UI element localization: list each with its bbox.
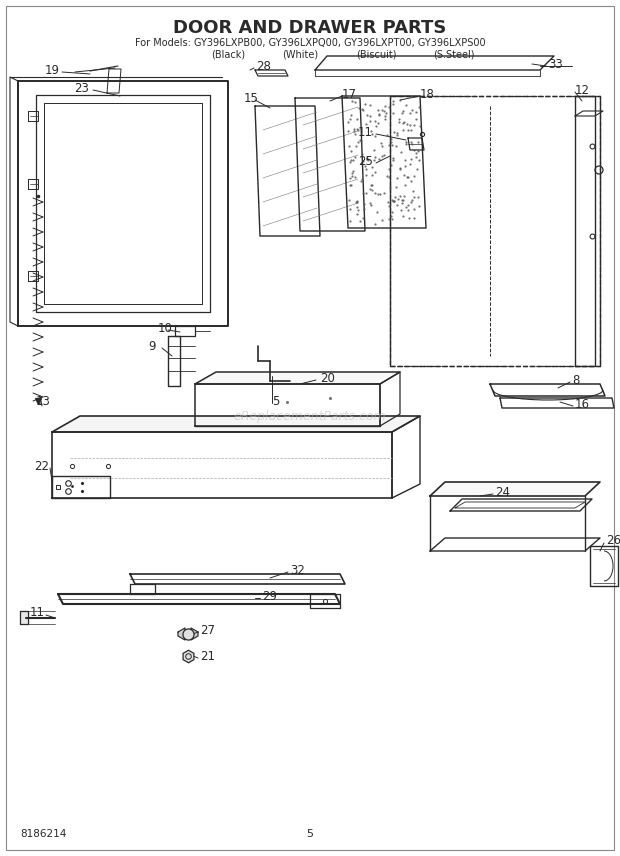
Text: 23: 23	[74, 81, 89, 94]
Text: 21: 21	[200, 650, 215, 663]
Text: 33: 33	[548, 57, 563, 70]
Text: (White): (White)	[282, 49, 318, 59]
Polygon shape	[20, 611, 28, 624]
Text: 10: 10	[158, 322, 173, 335]
Polygon shape	[52, 416, 420, 432]
Text: eReplacementParts.com: eReplacementParts.com	[234, 409, 386, 423]
Polygon shape	[191, 628, 198, 640]
Text: 5: 5	[272, 395, 280, 407]
Text: 24: 24	[495, 485, 510, 498]
Text: 13: 13	[36, 395, 51, 407]
Text: 20: 20	[320, 372, 335, 384]
Text: 25: 25	[358, 154, 373, 168]
Text: 18: 18	[420, 87, 435, 100]
Text: 5: 5	[306, 829, 314, 839]
Polygon shape	[430, 482, 600, 496]
Text: 29: 29	[262, 590, 277, 603]
Polygon shape	[178, 628, 185, 640]
Text: (Black): (Black)	[211, 49, 245, 59]
Text: 9: 9	[148, 340, 156, 353]
Text: 19: 19	[45, 63, 60, 76]
Text: 15: 15	[244, 92, 259, 104]
Text: 8: 8	[572, 373, 579, 387]
Text: For Models: GY396LXPB00, GY396LXPQ00, GY396LXPT00, GY396LXPS00: For Models: GY396LXPB00, GY396LXPQ00, GY…	[135, 38, 485, 48]
Text: DOOR AND DRAWER PARTS: DOOR AND DRAWER PARTS	[174, 19, 446, 37]
Text: 22: 22	[34, 460, 49, 473]
Text: 12: 12	[575, 84, 590, 97]
Text: (S.Steel): (S.Steel)	[433, 49, 475, 59]
Text: 11: 11	[358, 126, 373, 139]
Text: 28: 28	[256, 60, 271, 73]
Text: 27: 27	[200, 623, 215, 637]
Text: (Biscuit): (Biscuit)	[356, 49, 396, 59]
Text: 26: 26	[606, 534, 620, 548]
Text: 32: 32	[290, 563, 305, 576]
Text: 17: 17	[342, 87, 357, 100]
Text: 11: 11	[30, 607, 45, 620]
Text: 16: 16	[575, 397, 590, 411]
Polygon shape	[195, 372, 400, 384]
Text: 8186214: 8186214	[20, 829, 66, 839]
